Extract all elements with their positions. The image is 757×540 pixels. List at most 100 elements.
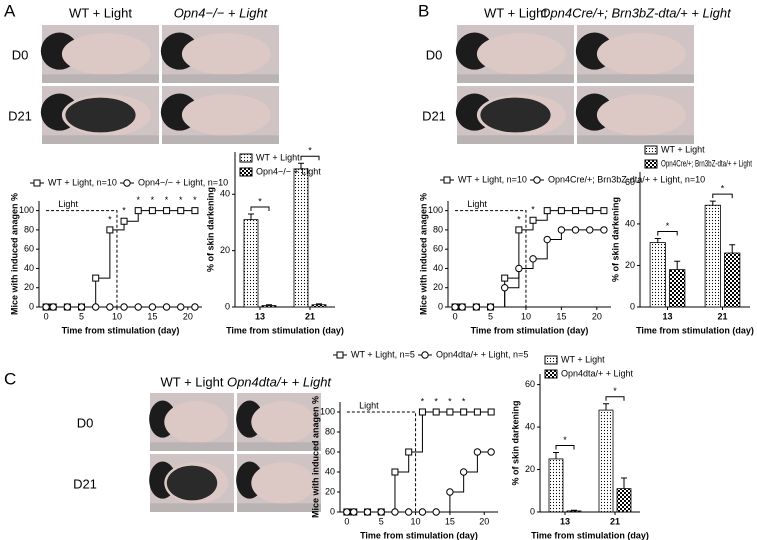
mouse-photo-body [61, 33, 151, 75]
error-bar [709, 200, 716, 206]
legend-marker [336, 351, 344, 359]
significance-star: * [179, 195, 183, 205]
significance-star: * [193, 195, 197, 205]
data-point [363, 508, 372, 516]
legend-swatch [644, 159, 658, 169]
data-point [391, 468, 399, 476]
legend-swatch [239, 167, 253, 177]
legend-label: WT + Light [561, 354, 605, 364]
legend-label: Opn4−/− + Light, n=10 [138, 177, 228, 187]
error-bar [729, 244, 736, 253]
y-tick-label: 60 [433, 244, 443, 254]
panel-label: B [418, 1, 429, 20]
photo-row-label: D0 [12, 47, 29, 62]
data-point [391, 508, 399, 516]
x-axis-label: Time from stimulation (day) [62, 325, 180, 335]
mouse-photo-dark-patch [65, 97, 136, 133]
significance-bracket [300, 155, 320, 161]
y-tick-label: 20 [220, 245, 230, 255]
x-tick-label: 20 [592, 311, 602, 321]
photo-column-label: Opn4Cre/+; Brn3bZ-dta/+ + Light [540, 5, 732, 20]
data-point [459, 468, 468, 476]
significance-star: * [165, 195, 169, 205]
mouse-photo-background-bottom [150, 442, 234, 451]
legend-label: WT + Light [256, 152, 300, 162]
data-point [458, 303, 466, 311]
x-tick-label: 20 [479, 516, 489, 526]
data-point [191, 207, 199, 215]
significance-star: * [136, 195, 140, 205]
y-tick-label: 0 [29, 301, 34, 311]
mouse-photo-background-bottom [150, 503, 234, 512]
bar [293, 168, 309, 308]
light-period-line [46, 210, 118, 307]
data-point [134, 303, 142, 311]
y-tick-label: 0 [438, 301, 443, 311]
data-point [500, 284, 509, 292]
data-point [543, 207, 551, 215]
y-tick-label: 0 [225, 301, 230, 311]
error-bar [298, 162, 304, 169]
y-axis-label: Mice with induced anagen % [310, 396, 320, 518]
legend-label: WT + Light, n=10 [458, 174, 527, 184]
legend-marker [533, 176, 541, 184]
data-point [106, 226, 114, 234]
error-bar [621, 477, 627, 489]
data-point [377, 508, 385, 516]
mouse-photo-background-bottom [457, 135, 574, 144]
y-tick-label: 20 [525, 464, 535, 474]
significance-star: * [666, 221, 670, 231]
significance-bracket [657, 230, 678, 236]
y-tick-label: 20 [24, 282, 34, 292]
legend-label: Opn4Cre/+; Brn3bZ-dta/+ + Light, n=10 [548, 174, 705, 184]
x-tick-label: 13 [255, 311, 265, 321]
error-bar [571, 509, 577, 511]
y-axis-label: Mice with induced anagen % [418, 193, 428, 315]
light-annotation: Light [58, 199, 78, 209]
bar [724, 252, 741, 308]
mouse-photo-body [476, 33, 566, 75]
significance-bracket [712, 193, 733, 199]
y-tick-label: 20 [625, 260, 635, 270]
data-point [586, 226, 594, 234]
bar [704, 204, 721, 308]
significance-star: * [108, 214, 112, 224]
data-point [91, 303, 100, 311]
x-tick-label: 0 [453, 311, 458, 321]
legend-marker [123, 179, 131, 187]
data-point [557, 226, 566, 234]
x-tick-label: 0 [44, 311, 49, 321]
data-point [350, 508, 358, 516]
significance-star: * [122, 206, 126, 216]
mouse-photo-background-bottom [577, 74, 694, 83]
x-tick-label: 5 [379, 516, 384, 526]
y-axis-label: Mice with induced anagen % [9, 193, 19, 315]
y-tick-label: 0 [630, 301, 635, 311]
data-point [472, 303, 481, 311]
legend-swatch [644, 145, 658, 155]
x-tick-label: 10 [411, 516, 421, 526]
x-axis-label: Time from stimulation (day) [531, 530, 649, 540]
error-bar [316, 303, 322, 305]
error-bar [248, 213, 254, 220]
significance-star: * [563, 435, 567, 445]
data-point [63, 303, 72, 311]
y-tick-label: 0 [530, 506, 535, 516]
legend-marker [421, 351, 429, 359]
y-axis-label: % of skin darkening [610, 197, 620, 282]
data-point [473, 448, 482, 456]
data-point [572, 207, 580, 215]
data-point [586, 207, 594, 215]
y-tick-label: 100 [428, 205, 443, 215]
y-tick-label: 40 [24, 263, 34, 273]
mouse-photo-background-bottom [457, 74, 574, 83]
x-tick-label: 0 [344, 516, 349, 526]
y-tick-label: 80 [325, 426, 335, 436]
significance-star: * [531, 205, 535, 215]
mouse-photo-body [596, 94, 686, 136]
x-tick-label: 20 [183, 311, 193, 321]
data-point [600, 207, 608, 215]
y-tick-label: 80 [24, 224, 34, 234]
mouse-photo-background-bottom [42, 135, 159, 144]
